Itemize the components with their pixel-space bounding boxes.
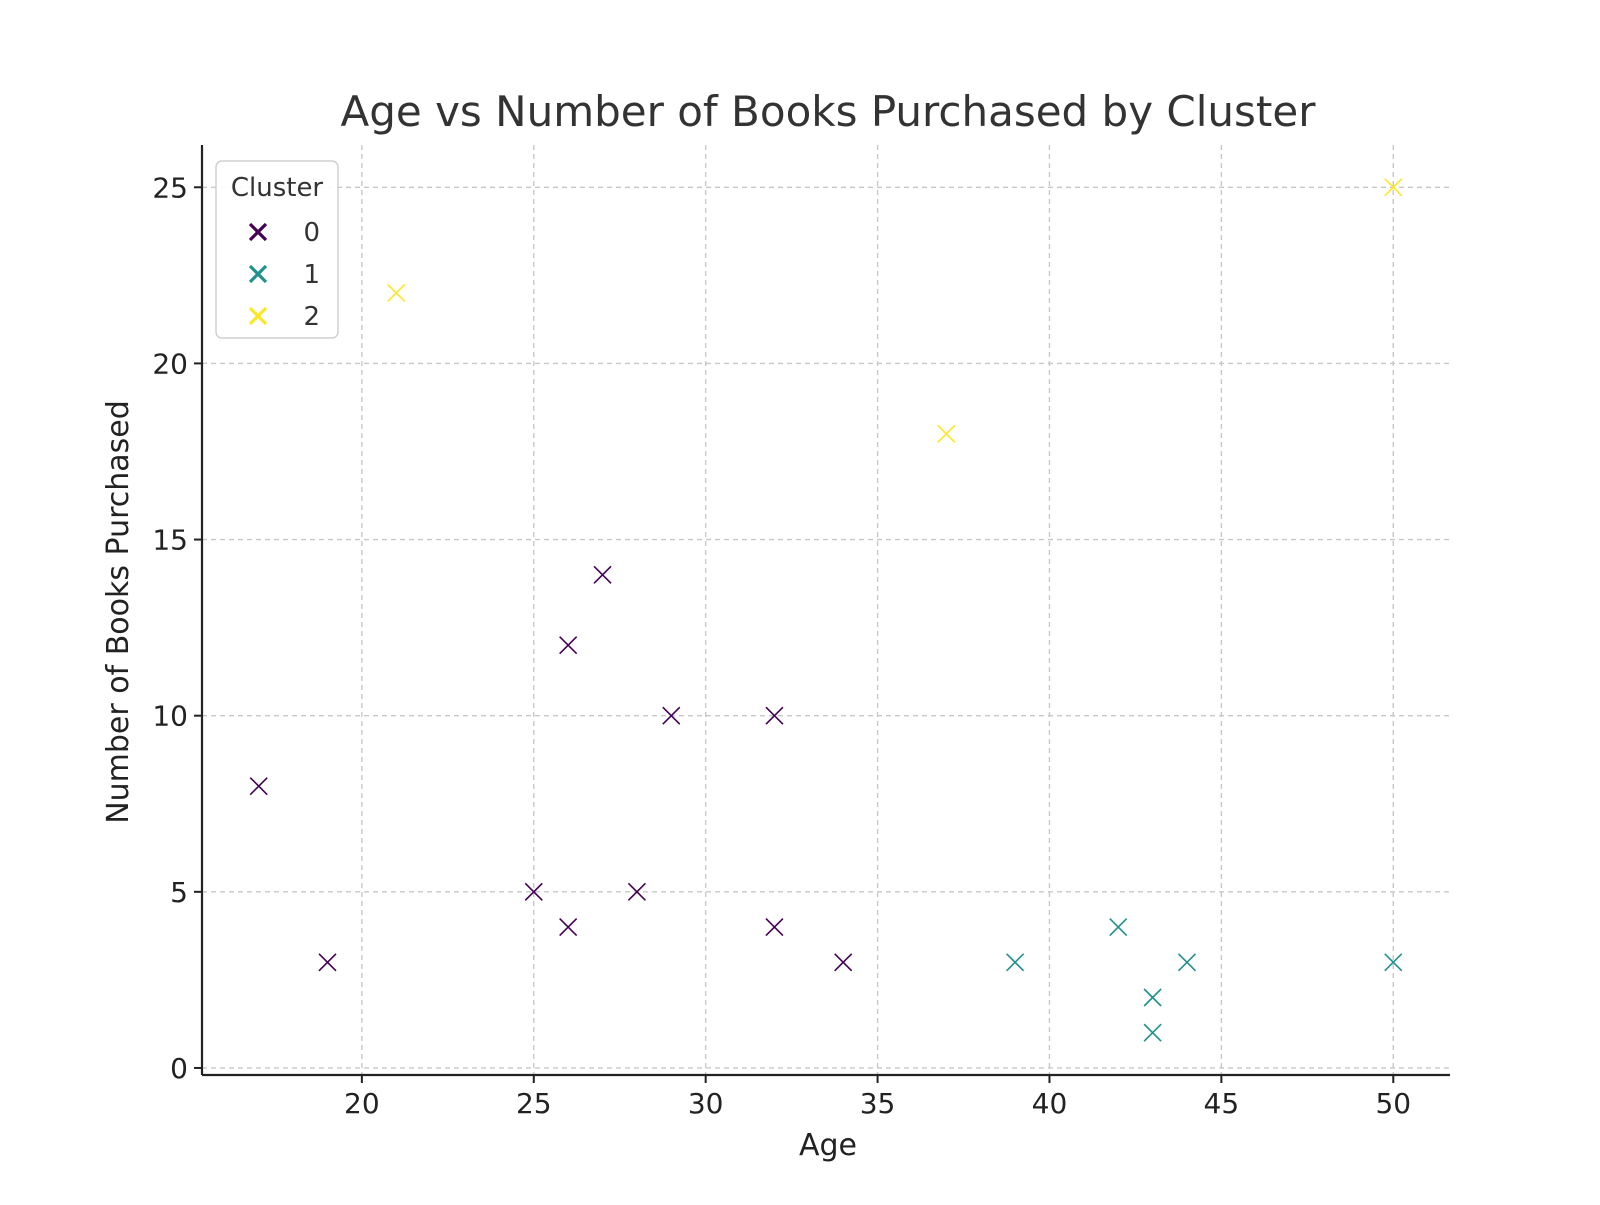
data-point-cluster-1 bbox=[1006, 953, 1025, 972]
x-tick-label: 25 bbox=[516, 1087, 552, 1120]
legend-marker-cluster-1 bbox=[248, 264, 268, 284]
legend-box bbox=[215, 160, 339, 339]
y-tick-label: 15 bbox=[152, 524, 188, 557]
data-point-cluster-0 bbox=[834, 953, 853, 972]
data-point-cluster-0 bbox=[249, 777, 268, 796]
data-point-cluster-0 bbox=[318, 953, 337, 972]
data-point-cluster-1 bbox=[1143, 1023, 1162, 1042]
data-point-cluster-0 bbox=[765, 917, 784, 937]
grid-layer bbox=[202, 145, 1450, 1075]
data-point-cluster-0 bbox=[593, 565, 612, 584]
y-tick-label: 0 bbox=[170, 1052, 188, 1085]
data-point-cluster-0 bbox=[524, 882, 543, 901]
data-point-cluster-0 bbox=[559, 636, 578, 655]
data-point-cluster-2 bbox=[1384, 178, 1403, 197]
data-point-cluster-2 bbox=[387, 283, 406, 303]
legend-marker-cluster-2 bbox=[248, 306, 268, 326]
y-tick-label: 10 bbox=[152, 700, 188, 733]
data-point-cluster-1 bbox=[1177, 953, 1197, 972]
data-point-cluster-1 bbox=[1384, 953, 1403, 972]
legend-marker-cluster-0 bbox=[248, 222, 268, 242]
legend-label-cluster-2: 2 bbox=[303, 302, 320, 332]
legend-title: Cluster bbox=[231, 173, 324, 203]
data-point-cluster-0 bbox=[559, 917, 578, 937]
points-layer bbox=[249, 178, 1403, 1042]
data-point-cluster-1 bbox=[1143, 988, 1162, 1007]
x-axis-label: Age bbox=[799, 1128, 857, 1163]
y-tick-label: 25 bbox=[152, 171, 188, 204]
legend-label-cluster-1: 1 bbox=[303, 260, 320, 290]
x-tick-label: 20 bbox=[344, 1087, 380, 1120]
y-tick-label: 5 bbox=[170, 876, 188, 909]
data-point-cluster-0 bbox=[662, 706, 681, 725]
x-tick-label: 30 bbox=[688, 1087, 724, 1120]
x-tick-label: 40 bbox=[1032, 1087, 1068, 1120]
x-tick-label: 45 bbox=[1204, 1087, 1240, 1120]
legend: Cluster 0 1 2 bbox=[215, 160, 339, 339]
data-point-cluster-0 bbox=[627, 882, 646, 901]
y-tick-label: 20 bbox=[152, 347, 188, 380]
data-point-cluster-1 bbox=[1109, 917, 1128, 937]
x-tick-label: 50 bbox=[1375, 1087, 1411, 1120]
x-tick-label: 35 bbox=[860, 1087, 896, 1120]
chart-title: Age vs Number of Books Purchased by Clus… bbox=[340, 87, 1316, 136]
y-axis-label: Number of Books Purchased bbox=[101, 400, 136, 824]
data-point-cluster-0 bbox=[765, 706, 784, 725]
legend-label-cluster-0: 0 bbox=[303, 218, 320, 248]
data-point-cluster-2 bbox=[937, 424, 956, 443]
